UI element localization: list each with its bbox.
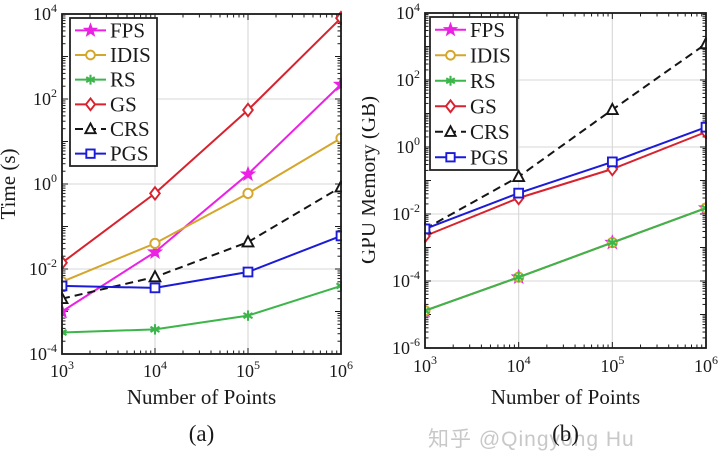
square-marker — [445, 152, 456, 163]
y-tick-label: 104 — [33, 1, 57, 24]
legend-item-IDIS: IDIS — [435, 43, 511, 67]
asterisk-marker — [85, 74, 96, 85]
x-tick-label: 104 — [143, 358, 167, 381]
chart-b: 103 104 105 106 104 102 100 10-2 10-4 10-6 Number … — [362, 0, 718, 446]
caption: (a) — [189, 421, 215, 446]
y-axis-label: GPU Memory (GB) — [362, 96, 380, 264]
y-tick-label: 100 — [33, 171, 57, 194]
pentagram-marker — [239, 165, 257, 182]
legend-label: GS — [470, 94, 497, 118]
y-tick-label: 10-2 — [392, 201, 420, 224]
legend-label: IDIS — [110, 43, 151, 67]
y-tick-labels: 104 102 100 10-2 10-4 10-6 — [392, 0, 420, 358]
square-marker — [242, 266, 254, 278]
asterisk-marker — [513, 271, 524, 283]
x-tick-labels: 103 104 105 106 — [413, 353, 718, 376]
legend-item-CRS: CRS — [75, 117, 150, 141]
x-tick-label: 106 — [329, 358, 353, 381]
triangle-marker — [83, 121, 98, 135]
caption: (b) — [552, 421, 579, 446]
legend-label: RS — [470, 69, 496, 93]
triangle-marker — [511, 168, 526, 183]
x-tick-label: 106 — [694, 353, 718, 376]
y-tick-label: 10-2 — [29, 256, 57, 279]
legend-item-FPS: FPS — [435, 18, 505, 42]
legend-item-FPS: FPS — [75, 18, 145, 42]
circle-marker — [242, 187, 254, 199]
triangle-marker — [605, 101, 620, 116]
x-axis-label: Number of Points — [491, 385, 640, 409]
gridlines — [62, 14, 341, 354]
y-tick-labels: 104 102 100 10-2 10-4 — [29, 1, 57, 364]
legend-label: FPS — [110, 18, 145, 42]
plot-border — [61, 13, 342, 355]
diamond-marker — [84, 96, 97, 112]
triangle-marker — [241, 234, 255, 248]
legend-label: FPS — [470, 18, 505, 42]
diamond-marker — [444, 98, 457, 114]
asterisk-marker — [149, 324, 161, 335]
pentagram-marker — [146, 243, 164, 259]
x-axis-label: Number of Points — [127, 385, 276, 409]
square-marker — [513, 187, 525, 199]
x-tick-label: 105 — [236, 358, 260, 381]
circle-marker — [149, 237, 161, 249]
y-axis-label: Time (s) — [0, 149, 20, 220]
plot-border — [424, 12, 707, 349]
legend-item-RS: RS — [435, 69, 496, 93]
legend-item-RS: RS — [75, 68, 136, 92]
series-FPS — [61, 75, 342, 319]
legend-item-IDIS: IDIS — [75, 43, 151, 67]
asterisk-marker — [445, 75, 456, 86]
legend-box — [429, 16, 518, 171]
y-tick-label: 10-6 — [392, 335, 420, 358]
legend-item-PGS: PGS — [75, 142, 149, 166]
legend-item-CRS: CRS — [435, 120, 510, 144]
watermark: 知乎 @Qingyong Hu — [428, 428, 635, 451]
square-marker — [85, 148, 96, 159]
y-tick-label: 100 — [396, 134, 420, 157]
x-tick-label: 103 — [50, 358, 74, 381]
legend-item-GS: GS — [75, 92, 137, 116]
asterisk-marker — [607, 237, 618, 248]
circle-marker — [445, 49, 456, 61]
legend-item-GS: GS — [435, 94, 497, 118]
x-tick-label: 103 — [413, 353, 437, 376]
x-tick-labels: 103 104 105 106 — [50, 358, 353, 381]
legend-item-PGS: PGS — [435, 145, 509, 169]
series-PGS — [61, 230, 342, 294]
triangle-marker — [443, 124, 458, 137]
legend-box — [69, 17, 158, 167]
x-tick-label: 105 — [600, 353, 624, 376]
y-tick-label: 102 — [33, 86, 57, 109]
legend-label: CRS — [110, 117, 150, 141]
legend-label: PGS — [470, 145, 509, 169]
series-IDIS — [61, 132, 342, 288]
x-tick-label: 104 — [507, 353, 531, 376]
y-tick-label: 104 — [396, 0, 420, 23]
asterisk-marker — [242, 310, 254, 321]
legend-label: GS — [110, 92, 137, 116]
y-tick-label: 10-4 — [392, 268, 420, 291]
diamond-marker — [148, 185, 162, 202]
triangle-marker — [148, 269, 162, 283]
legend-label: RS — [110, 68, 136, 92]
y-tick-label: 102 — [396, 67, 420, 90]
square-marker — [149, 282, 161, 294]
legend-label: CRS — [470, 120, 510, 144]
y-tick-label: 10-4 — [29, 341, 57, 364]
pentagram-marker — [442, 21, 459, 37]
diamond-marker — [241, 102, 255, 118]
circle-marker — [85, 49, 96, 61]
legend-label: IDIS — [470, 43, 511, 67]
square-marker — [606, 156, 618, 168]
pentagram-marker — [82, 22, 99, 37]
chart-a: 103 104 105 106 104 102 100 10-2 10-4 Number of P… — [0, 1, 353, 446]
legend-label: PGS — [110, 142, 149, 166]
